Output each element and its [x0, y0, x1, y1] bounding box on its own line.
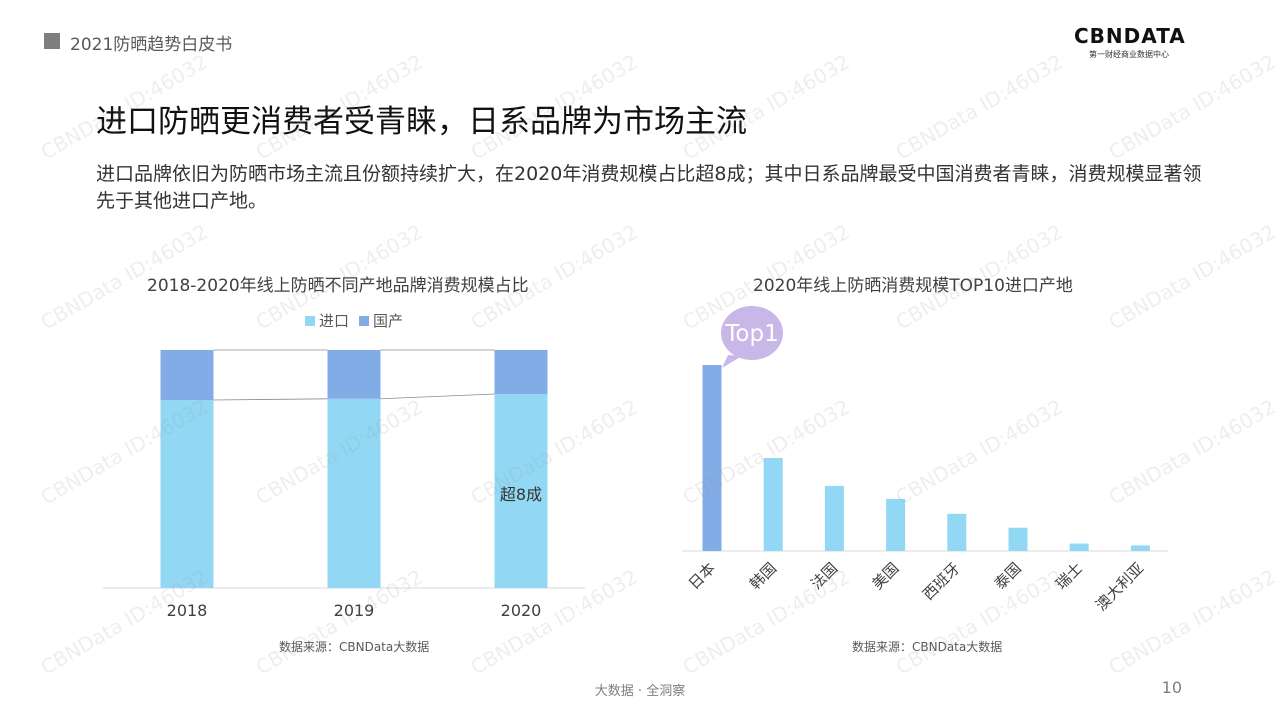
- bar-法国: [824, 485, 844, 551]
- x-tick-label-2019: 2019: [334, 601, 375, 620]
- right-chart-title: 2020年线上防晒消费规模TOP10进口产地: [753, 276, 1073, 296]
- top1-bubble: [721, 306, 783, 360]
- legend-label-domestic: 国产: [373, 312, 404, 330]
- x-tick-label-澳大利亚: 澳大利亚: [1092, 559, 1147, 614]
- bar-韩国: [763, 458, 783, 551]
- brand-logo-text: CBNDATA: [1074, 24, 1186, 48]
- x-tick-label-2020: 2020: [501, 601, 542, 620]
- page-subtitle: 进口品牌依旧为防晒市场主流且份额持续扩大，在2020年消费规模占比超8成；其中日…: [96, 163, 1202, 212]
- bar-西班牙: [947, 513, 967, 551]
- bar-美国: [886, 498, 906, 551]
- legend-item-import: 进口: [305, 310, 349, 331]
- series-line-connector-2: [380, 393, 495, 400]
- legend-swatch-domestic: [359, 315, 370, 326]
- left-chart-source: 数据来源：CBNData大数据: [279, 640, 430, 654]
- bar-澳大利亚: [1130, 545, 1150, 551]
- x-tick-label-2018: 2018: [167, 601, 208, 620]
- bar-泰国: [1008, 527, 1028, 551]
- annotation-over-80: 超8成: [500, 485, 542, 504]
- bar-domestic-2018: [160, 350, 214, 400]
- left-chart-title: 2018-2020年线上防晒不同产地品牌消费规模占比: [147, 276, 529, 296]
- legend-label-import: 进口: [319, 312, 350, 330]
- brand-subtitle: 第一财经商业数据中心: [1089, 50, 1169, 59]
- top1-bubble-tail: [722, 355, 742, 368]
- bar-domestic-2019: [327, 350, 381, 399]
- page-title: 进口防晒更消费者受青睐，日系品牌为市场主流: [96, 104, 747, 140]
- x-tick-label-泰国: 泰国: [991, 559, 1025, 593]
- x-tick-label-瑞士: 瑞士: [1052, 559, 1086, 593]
- right-chart-source: 数据来源：CBNData大数据: [852, 640, 1003, 654]
- bar-import-2020: [494, 394, 548, 588]
- legend-swatch-import: [305, 315, 315, 326]
- x-tick-label-日本: 日本: [685, 559, 719, 593]
- bar-import-2018: [160, 399, 214, 588]
- header-square-icon: [44, 33, 60, 49]
- x-tick-label-西班牙: 西班牙: [919, 559, 964, 604]
- legend-item-domestic: 国产: [359, 310, 403, 331]
- bar-日本: [702, 365, 722, 551]
- bar-瑞士: [1069, 543, 1089, 551]
- bar-domestic-2020: [494, 350, 548, 395]
- series-line-connector-1: [213, 398, 328, 401]
- annotation-top1: Top1: [724, 321, 778, 347]
- report-title: 2021防晒趋势白皮书: [70, 35, 233, 55]
- x-tick-label-法国: 法国: [807, 559, 841, 593]
- brand-logo: CBNDATA 第一财经商业数据中心: [1074, 24, 1186, 60]
- x-tick-label-韩国: 韩国: [746, 559, 780, 593]
- x-tick-label-美国: 美国: [868, 559, 902, 593]
- left-chart-legend: 进口 国产: [305, 310, 413, 331]
- bar-import-2019: [327, 398, 381, 588]
- footer-tagline: 大数据 · 全洞察: [594, 684, 686, 699]
- page-number: 10: [1161, 678, 1182, 697]
